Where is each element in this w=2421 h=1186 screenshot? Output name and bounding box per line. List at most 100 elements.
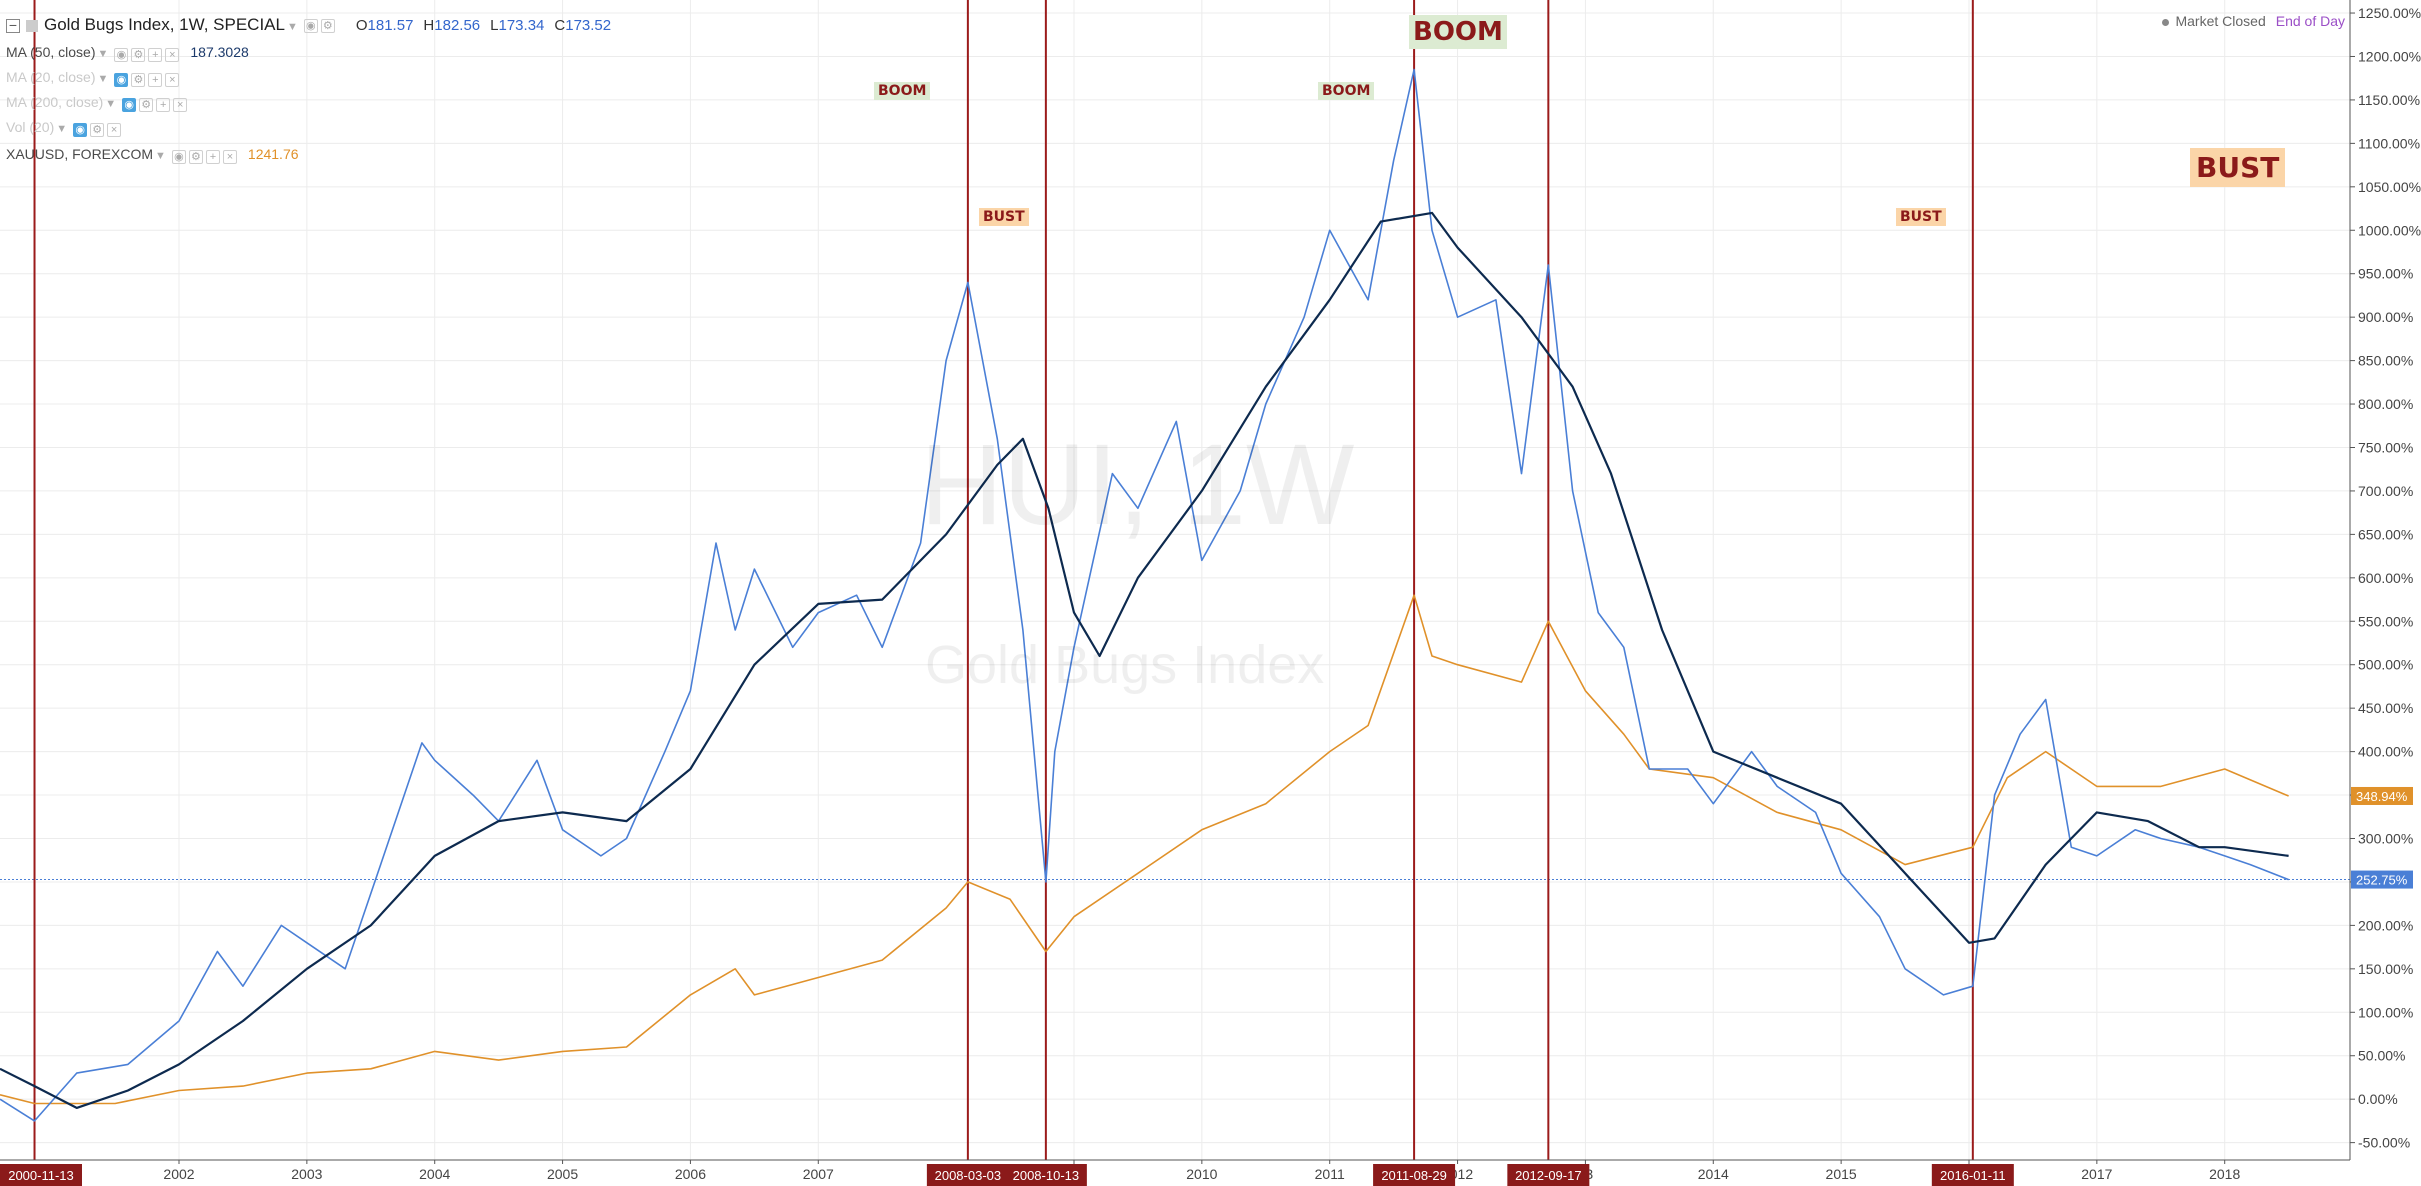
last-value-label: 252.75% [2356, 873, 2408, 888]
settings-icon[interactable]: ⚙ [320, 19, 335, 34]
bust-label-big: BUST [2190, 148, 2286, 187]
x-tick-label: 2010 [1186, 1166, 1217, 1182]
add-icon[interactable]: + [148, 72, 163, 87]
end-of-day-label[interactable]: End of Day [2275, 13, 2345, 29]
legend-xau-row: XAUUSD, FOREXCOM ▼ ◉ ⚙ + × 1241.76 [6, 143, 299, 165]
eye-icon[interactable]: ◉ [73, 122, 88, 137]
legend-main-row: − Gold Bugs Index, 1W, SPECIAL ▼ ◉ ⚙ O181.57 H… [6, 14, 611, 36]
boom-label-big: BOOM [1409, 15, 1507, 49]
x-axis[interactable]: 2002200320042005200620079201020112012132… [0, 1159, 2421, 1186]
x-tick-label: 2004 [419, 1166, 450, 1182]
x-axis-bg [0, 1160, 2421, 1186]
y-axis[interactable]: -50.00% 0.00% 50.00% 100.00% 150.00% 200.00% 2… [2349, 0, 2421, 1186]
settings-icon[interactable]: ⚙ [131, 72, 146, 87]
y-tick-label: 500.00% [2358, 657, 2413, 673]
event-date-tag [1004, 1164, 1087, 1186]
add-icon[interactable]: + [205, 149, 220, 164]
chevron-down-icon[interactable]: ▼ [155, 150, 166, 162]
eye-icon[interactable]: ◉ [114, 47, 129, 62]
eye-icon[interactable]: ◉ [171, 149, 186, 164]
y-tick-label: -50.00% [2358, 1135, 2410, 1151]
bust-label-small-1: BUST [979, 208, 1029, 226]
x-tick-label: 2017 [2081, 1166, 2112, 1182]
event-date-label: 2008-10-13 [1013, 1168, 1080, 1183]
chevron-down-icon[interactable]: ▼ [97, 48, 109, 60]
y-tick-label: 200.00% [2358, 917, 2413, 933]
settings-icon[interactable]: ⚙ [90, 122, 105, 137]
watermark-symbol: HUI, 1W [920, 421, 1355, 549]
y-tick-label: 700.00% [2358, 483, 2413, 499]
series-layer [0, 68, 2289, 1122]
y-tick-label: 1000.00% [2358, 222, 2421, 238]
series-line-xau [0, 594, 2289, 1105]
event-date-tag [1931, 1164, 2014, 1186]
legend-tools: ◉ ⚙ [303, 15, 338, 37]
watermark-name: Gold Bugs Index [925, 635, 1325, 695]
last-value-tag [2351, 786, 2413, 805]
y-tick-label: 650.00% [2358, 526, 2413, 542]
settings-icon[interactable]: ⚙ [188, 149, 203, 164]
close-icon[interactable]: × [173, 97, 188, 112]
y-tick-label: 50.00% [2358, 1048, 2405, 1064]
ma20-tools: ◉ ⚙ + × [114, 67, 182, 89]
legend-title[interactable]: Gold Bugs Index, 1W, SPECIAL [44, 15, 285, 34]
y-tick-label: 100.00% [2358, 1004, 2413, 1020]
close-icon[interactable]: × [222, 149, 237, 164]
ohlc-high-label: H [423, 17, 435, 34]
y-tick-label: 550.00% [2358, 613, 2413, 629]
y-tick-label: 1100.00% [2358, 135, 2420, 151]
legend-ma200-row: MA (200, close) ▼ ◉ ⚙ + × [6, 91, 198, 113]
add-icon[interactable]: + [156, 97, 171, 112]
x-tick-label: 2002 [163, 1166, 194, 1182]
status-dot-icon [2162, 18, 2170, 26]
xau-value: 1241.76 [247, 146, 299, 162]
ma50-name[interactable]: MA (50, close) [6, 44, 96, 60]
x-tick-label: 2011 [1315, 1166, 1345, 1182]
y-tick-label: 150.00% [2358, 961, 2413, 977]
chevron-down-icon[interactable]: ▼ [56, 123, 68, 135]
y-tick-label: 1050.00% [2358, 179, 2421, 195]
vol-name[interactable]: Vol (20) [6, 119, 55, 135]
eye-icon[interactable]: ◉ [303, 19, 318, 34]
ma200-tools: ◉ ⚙ + × [122, 92, 190, 114]
x-tick-label: 2003 [291, 1166, 322, 1182]
close-icon[interactable]: × [165, 47, 180, 62]
event-date-label: 2011-08-29 [1381, 1168, 1447, 1183]
y-tick-label: 1200.00% [2358, 48, 2421, 64]
x-tick-label: 2005 [547, 1166, 578, 1182]
xau-tools: ◉ ⚙ + × [171, 144, 240, 166]
close-icon[interactable]: × [107, 122, 122, 137]
y-tick-label: 850.00% [2358, 353, 2413, 369]
collapse-icon[interactable]: − [6, 18, 20, 34]
settings-icon[interactable]: ⚙ [139, 97, 154, 112]
ohlc-open-value: 181.57 [367, 17, 414, 34]
eye-icon[interactable]: ◉ [122, 97, 137, 112]
y-tick-label: 400.00% [2358, 744, 2413, 760]
add-icon[interactable]: + [148, 47, 163, 62]
close-icon[interactable]: × [165, 72, 180, 87]
y-tick-label: 800.00% [2358, 396, 2413, 412]
legend-ma50-row: MA (50, close) ▼ ◉ ⚙ + × 187.3028 [6, 41, 249, 63]
bust-label-small-2: BUST [1896, 208, 1946, 226]
chevron-down-icon[interactable]: ▼ [97, 73, 109, 85]
vol-tools: ◉ ⚙ × [73, 117, 124, 139]
chevron-down-icon[interactable]: ▼ [105, 98, 117, 110]
series-line-hui [0, 68, 2289, 1122]
last-value-label: 348.94% [2356, 789, 2408, 804]
settings-icon[interactable]: ⚙ [131, 47, 146, 62]
x-tick-label: 2014 [1698, 1166, 1729, 1182]
y-tick-label: 1150.00% [2358, 92, 2420, 108]
last-value-tag [2351, 870, 2413, 889]
ma200-name[interactable]: MA (200, close) [6, 94, 104, 110]
y-axis-bg [2350, 0, 2421, 1186]
chart-grid [0, 0, 2350, 1160]
chevron-down-icon[interactable]: ▼ [286, 21, 298, 33]
ma20-name[interactable]: MA (20, close) [6, 69, 96, 85]
ohlc-high-value: 182.56 [434, 17, 481, 34]
event-date-label: 2016-01-11 [1940, 1168, 2006, 1183]
y-tick-label: 900.00% [2358, 309, 2413, 325]
event-date-label: 2008-03-03 [935, 1168, 1002, 1183]
eye-icon[interactable]: ◉ [114, 72, 129, 87]
xau-name[interactable]: XAUUSD, FOREXCOM [6, 146, 154, 162]
